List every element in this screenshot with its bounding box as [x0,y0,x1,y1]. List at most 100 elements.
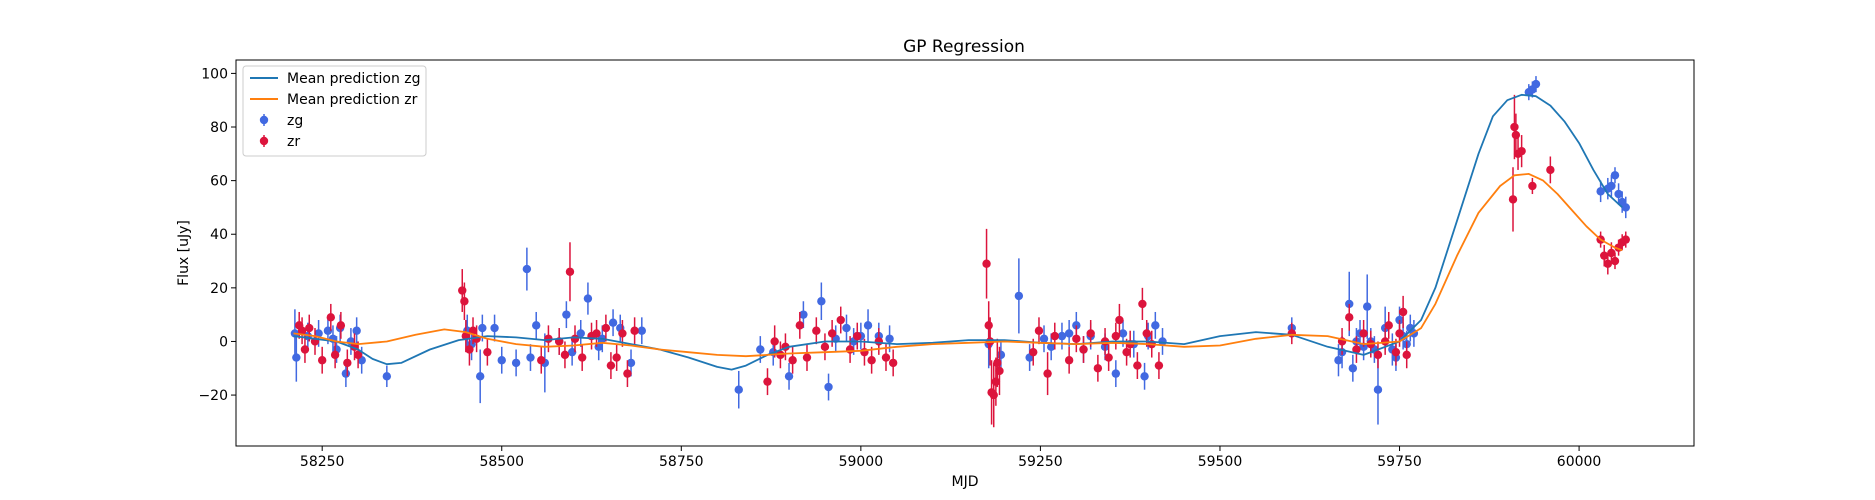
y-tick-label: −20 [198,388,228,404]
data-point [1384,321,1393,330]
data-point [601,323,611,333]
data-point [341,369,351,378]
data-point [1607,181,1616,191]
legend-marker-swatch [259,136,269,146]
data-point [1064,329,1074,338]
data-point [300,345,310,354]
data-point [817,297,826,306]
y-tick-label: 40 [210,227,228,243]
plot-frame [235,59,1695,447]
y-tick-label: 100 [201,66,228,82]
data-point [1115,315,1124,325]
data-point [1039,334,1049,343]
data-point [522,264,532,274]
data-point [1014,291,1024,301]
data-point [352,326,361,335]
data-point [612,353,621,362]
data-point [1334,356,1343,365]
data-point [1140,372,1149,381]
x-tick-label: 59500 [1198,454,1243,470]
line-mean-prediction-zr [293,172,1623,358]
data-point [1348,364,1358,373]
data-point [1511,130,1521,140]
data-point [874,337,884,346]
data-point [1111,331,1121,341]
data-point [820,342,830,352]
data-point [734,385,743,394]
data-point [1363,302,1372,311]
y-tick-label: 80 [210,120,228,136]
data-point [1614,189,1623,199]
data-point [382,372,392,381]
data-point [989,390,998,400]
x-axis-label: MJD [952,474,979,490]
data-point [570,334,580,343]
data-point [618,329,627,338]
data-point [824,382,833,392]
data-point [577,353,587,362]
data-point [567,347,577,357]
data-point [1034,326,1044,335]
data-point [1621,203,1630,212]
data-point [853,331,862,341]
data-point [984,321,993,330]
data-point [336,321,346,330]
data-point [465,345,474,354]
data-point [483,347,492,357]
data-point [885,334,894,343]
data-point [1621,235,1630,244]
x-tick-label: 59000 [839,454,884,470]
data-point [330,350,340,360]
data-point [1395,315,1404,325]
data-point [1050,331,1059,341]
x-axis: 58250 58500 58750 59000 59250 59500 59750 60000 [300,446,1601,470]
data-point [995,366,1004,376]
data-point [511,358,521,368]
data-point [1079,345,1088,354]
data-point [784,372,794,381]
x-tick-label: 60000 [1557,454,1602,470]
data-point [1345,313,1354,322]
data-point [1111,369,1121,378]
data-point [756,345,765,354]
y-tick-label: 60 [210,174,228,190]
x-tick-label: 58750 [659,454,704,470]
data-point [326,313,336,322]
data-point [1118,329,1128,338]
data-point [562,310,571,319]
chart-title: GP Regression [903,37,1025,57]
x-tick-label: 58250 [300,454,345,470]
y-tick-label: 20 [210,281,228,297]
data-point [292,353,301,362]
data-point [537,356,546,365]
data-point [323,326,333,335]
data-point [478,323,487,333]
data-point [788,356,797,365]
data-point [353,350,363,360]
data-point [1064,356,1074,365]
data-point [623,369,632,378]
data-point [1352,345,1361,354]
data-point [630,326,639,335]
data-point [497,356,506,365]
data-point [1546,165,1555,175]
data-point [1142,329,1151,338]
data-point [606,361,616,370]
data-point [560,350,570,360]
data-point [1151,321,1160,330]
data-point [1046,342,1056,352]
series-layer [290,76,1630,428]
legend-box [242,65,427,157]
data-point [532,321,541,330]
data-point [881,353,891,362]
data-point [565,267,575,276]
data-point [626,358,636,368]
data-point [592,329,601,338]
data-point [1057,331,1067,341]
data-point [1610,171,1620,180]
data-point [526,353,535,362]
data-point [1528,181,1537,191]
data-point [1138,299,1147,309]
y-tick-label: 0 [219,334,228,350]
